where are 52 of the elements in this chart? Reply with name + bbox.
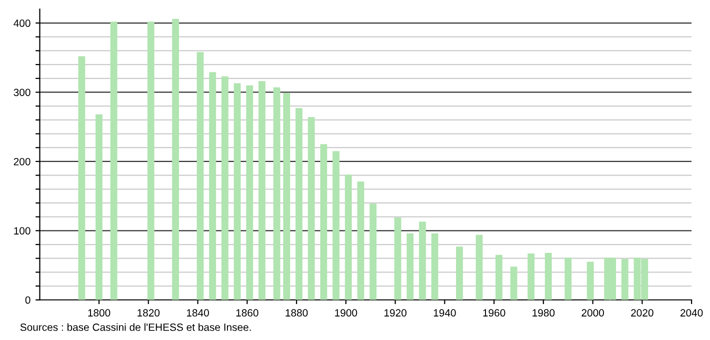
bar: [418, 222, 426, 300]
bar: [78, 56, 86, 300]
bar: [476, 234, 483, 300]
x-tick-label: 2000: [582, 309, 604, 317]
bar: [586, 262, 594, 300]
bar: [510, 266, 518, 300]
bar: [344, 174, 352, 300]
bar: [357, 182, 364, 300]
bar: [320, 144, 328, 300]
source-note: Sources : base Cassini de l'EHESS et base Insee.: [20, 323, 251, 331]
x-tick-label: 1880: [286, 309, 308, 317]
x-tick-label: 1860: [236, 309, 258, 317]
y-tick-label: 200: [14, 158, 30, 166]
x-tick-label: 1940: [434, 309, 456, 317]
bar: [246, 85, 254, 300]
bar: [370, 204, 377, 300]
bar: [283, 92, 290, 300]
x-tick-label: 1820: [138, 309, 160, 317]
y-tick-label: 300: [14, 88, 30, 96]
bar: [273, 87, 280, 300]
bar: [308, 117, 315, 300]
bar: [258, 81, 266, 300]
bar: [221, 76, 228, 300]
y-tick-label: 100: [14, 227, 30, 235]
x-tick-label: 1800: [88, 309, 110, 317]
bar: [431, 233, 438, 300]
x-tick-label: 2020: [631, 309, 654, 317]
bar: [528, 254, 535, 300]
x-tick-label: 2040: [680, 309, 703, 317]
bar: [394, 218, 402, 300]
x-tick-label: 1840: [186, 309, 209, 317]
y-tick-label: 400: [14, 20, 30, 27]
bar: [332, 151, 340, 300]
x-tick-label: 1900: [335, 309, 358, 317]
bar: [296, 108, 302, 300]
bar: [96, 114, 102, 300]
bar: [234, 83, 241, 300]
bar: [147, 22, 154, 300]
bar: [406, 233, 414, 300]
bar: [196, 52, 204, 300]
x-tick-label: 1960: [483, 309, 506, 317]
bar: [544, 252, 552, 300]
bar: [496, 254, 502, 300]
y-tick-label: 0: [25, 296, 30, 304]
bar: [172, 18, 180, 300]
bar: [456, 246, 463, 300]
bar: [209, 72, 216, 300]
bar: [110, 22, 118, 300]
x-tick-label: 1920: [384, 309, 406, 317]
x-tick-label: 1980: [532, 309, 555, 317]
bar: [564, 258, 572, 300]
bar: [621, 259, 628, 300]
